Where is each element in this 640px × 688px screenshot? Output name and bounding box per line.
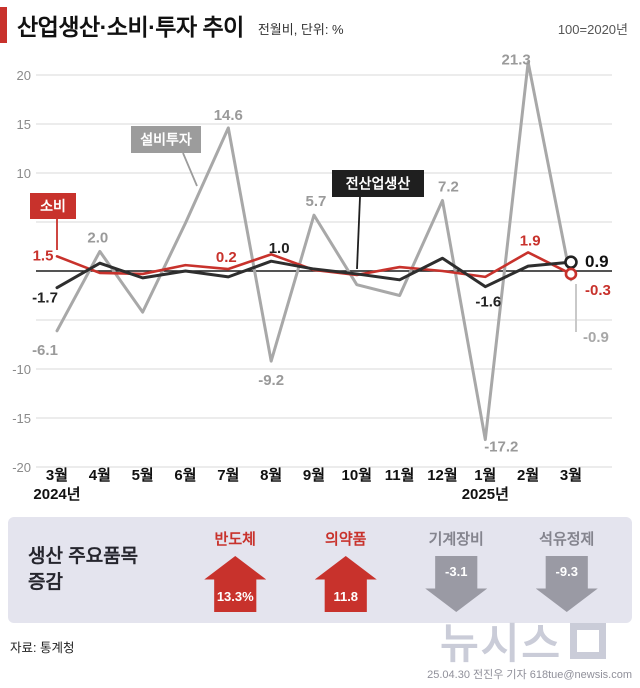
metric-value: 13.3% bbox=[216, 589, 254, 604]
metric-value: -9.3 bbox=[555, 564, 578, 579]
title-accent-bar bbox=[0, 7, 7, 43]
svg-text:-10: -10 bbox=[12, 362, 31, 377]
svg-text:11월: 11월 bbox=[385, 467, 415, 484]
svg-text:-17.2: -17.2 bbox=[484, 439, 518, 456]
metric-pharmaceutical: 의약품 11.8 bbox=[314, 528, 377, 612]
metric-value: 11.8 bbox=[333, 589, 359, 604]
data-source: 자료: 통계청 bbox=[10, 641, 75, 655]
svg-text:-0.3: -0.3 bbox=[585, 282, 611, 299]
svg-text:7월: 7월 bbox=[217, 467, 239, 484]
svg-text:20: 20 bbox=[17, 68, 31, 83]
metric-label: 의약품 bbox=[325, 531, 367, 548]
newsis-logo-icon bbox=[570, 622, 606, 659]
newsis-watermark: 뉴시스 bbox=[440, 610, 606, 671]
svg-text:-0.9: -0.9 bbox=[583, 329, 609, 346]
page-title: 산업생산·소비·투자 추이 bbox=[17, 14, 244, 40]
svg-text:1월: 1월 bbox=[474, 467, 496, 484]
svg-text:6월: 6월 bbox=[174, 467, 196, 484]
svg-text:전산업생산: 전산업생산 bbox=[346, 176, 411, 192]
byline-credit: 25.04.30 전진우 기자 618tue@newsis.com bbox=[427, 669, 632, 681]
svg-text:14.6: 14.6 bbox=[214, 107, 243, 124]
down-arrow-icon: -9.3 bbox=[535, 556, 598, 612]
svg-text:-20: -20 bbox=[12, 460, 31, 475]
svg-text:8월: 8월 bbox=[260, 467, 282, 484]
metric-machinery: 기계장비 -3.1 bbox=[425, 528, 488, 612]
svg-text:4월: 4월 bbox=[89, 467, 111, 484]
svg-text:-6.1: -6.1 bbox=[32, 342, 58, 359]
svg-text:-1.7: -1.7 bbox=[32, 290, 58, 307]
svg-text:소비: 소비 bbox=[40, 198, 66, 214]
svg-text:2025년: 2025년 bbox=[462, 486, 509, 503]
svg-text:7.2: 7.2 bbox=[438, 178, 459, 195]
series-lines bbox=[55, 60, 573, 442]
header: 산업생산·소비·투자 추이 전월비, 단위: % 100=2020년 bbox=[0, 0, 640, 50]
svg-text:2월: 2월 bbox=[517, 467, 539, 484]
svg-text:3월: 3월 bbox=[560, 467, 582, 484]
svg-text:5.7: 5.7 bbox=[306, 193, 327, 210]
data-labels: -6.1 2.0 14.6 -9.2 5.7 7.2 -17.2 21.3 1.5 0.2 1.9 -… bbox=[32, 51, 611, 455]
line-설비투자 bbox=[55, 60, 573, 442]
chart-unit-note: 전월비, 단위: % bbox=[257, 22, 344, 37]
svg-text:5월: 5월 bbox=[132, 467, 154, 484]
svg-text:-9.2: -9.2 bbox=[258, 372, 284, 389]
metric-label: 반도체 bbox=[214, 531, 256, 548]
index-base-note: 100=2020년 bbox=[557, 22, 628, 37]
line-소비 bbox=[55, 251, 573, 279]
up-arrow-icon: 13.3% bbox=[204, 556, 267, 612]
svg-text:15: 15 bbox=[17, 117, 31, 132]
metric-label: 석유정제 bbox=[539, 531, 595, 548]
panel-title: 생산 주요품목 증감 bbox=[8, 544, 180, 595]
panel-title-line2: 증감 bbox=[28, 572, 63, 593]
metric-petroleum: 석유정제 -9.3 bbox=[535, 528, 598, 612]
line-전산업생산 bbox=[55, 256, 573, 290]
svg-text:-15: -15 bbox=[12, 411, 31, 426]
svg-text:3월: 3월 bbox=[46, 467, 68, 484]
x-axis-labels: 3월 4월 5월 6월 7월 8월 9월 10월 11월 12월 1월 2월 3월 2024년 2025년 bbox=[33, 467, 582, 503]
watermark-text: 뉴시스 bbox=[440, 620, 562, 667]
svg-text:12월: 12월 bbox=[427, 467, 458, 484]
metric-value: -3.1 bbox=[445, 564, 468, 579]
y-axis-labels: 20 15 10 -10 -15 -20 bbox=[12, 68, 31, 475]
svg-text:2.0: 2.0 bbox=[87, 229, 108, 246]
up-arrow-icon: 11.8 bbox=[314, 556, 377, 612]
svg-text:2024년: 2024년 bbox=[33, 486, 80, 503]
end-markers bbox=[564, 255, 578, 332]
panel-title-line1: 생산 주요품목 bbox=[28, 546, 139, 568]
metric-label: 기계장비 bbox=[428, 531, 484, 548]
svg-text:1.9: 1.9 bbox=[520, 232, 541, 249]
svg-text:설비투자: 설비투자 bbox=[140, 132, 192, 148]
metrics-row: 반도체 13.3% 의약품 11.8 기계장비 -3.1 석유정제 bbox=[180, 528, 632, 612]
svg-text:-1.6: -1.6 bbox=[475, 294, 501, 311]
svg-text:1.5: 1.5 bbox=[33, 247, 54, 264]
svg-text:0.2: 0.2 bbox=[216, 249, 237, 266]
svg-text:9월: 9월 bbox=[303, 467, 325, 484]
trend-chart: 20 15 10 -10 -15 -20 3월 4월 5월 6월 7월 8월 9월 10월 11월 12월 1월… bbox=[12, 51, 612, 503]
svg-text:1.0: 1.0 bbox=[269, 240, 290, 257]
svg-text:21.3: 21.3 bbox=[502, 51, 531, 68]
down-arrow-icon: -3.1 bbox=[425, 556, 488, 612]
metric-semiconductor: 반도체 13.3% bbox=[204, 528, 267, 612]
svg-text:10월: 10월 bbox=[342, 467, 373, 484]
svg-text:10: 10 bbox=[17, 166, 31, 181]
svg-text:0.9: 0.9 bbox=[585, 252, 609, 271]
production-items-panel: 생산 주요품목 증감 반도체 13.3% 의약품 11.8 기계장비 -3.1 bbox=[8, 517, 632, 623]
